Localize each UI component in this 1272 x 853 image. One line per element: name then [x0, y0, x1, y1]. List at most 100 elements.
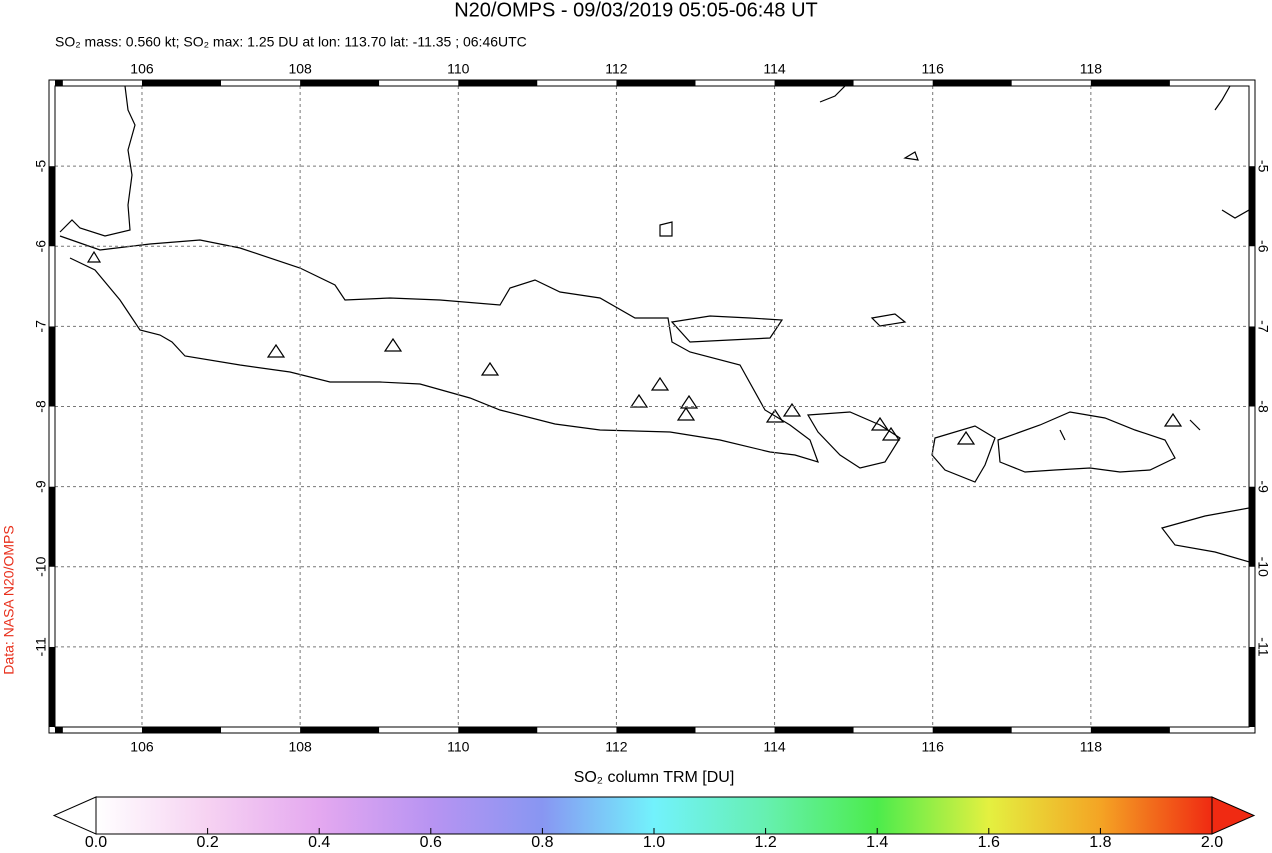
- y-tick-label: -6: [33, 240, 49, 253]
- colorbar-over: [1211, 796, 1256, 835]
- frame-bar: [1249, 406, 1255, 487]
- x-tick-label: 108: [288, 739, 312, 755]
- colorbar-tick-label: 0.6: [420, 834, 442, 851]
- x-tick-label: 112: [605, 61, 628, 77]
- y-tick-label: -8: [1255, 400, 1271, 413]
- frame-bar: [300, 727, 380, 733]
- frame-bar: [1011, 80, 1091, 86]
- colorbar-tick-label: 0.8: [531, 834, 553, 851]
- frame-bar: [300, 80, 380, 86]
- frame-bar: [62, 727, 142, 733]
- frame-bar: [1249, 326, 1255, 407]
- frame-bar: [1249, 166, 1255, 247]
- y-tick-label: -6: [1255, 240, 1271, 253]
- volcanoes: [86, 250, 1183, 445]
- x-tick-label: 118: [1080, 61, 1103, 77]
- colorbar-tick-label: 1.4: [866, 834, 888, 851]
- y-tick-label: -9: [1255, 480, 1271, 493]
- x-tick-label: 106: [130, 61, 154, 77]
- colorbar-tick-label: 0.2: [196, 834, 218, 851]
- frame-bar: [379, 727, 459, 733]
- x-tick-label: 110: [447, 61, 470, 77]
- x-tick-label: 116: [922, 739, 945, 755]
- frame-bar: [1249, 486, 1255, 567]
- y-tick-label: -9: [33, 480, 49, 493]
- map-border: [48, 79, 1256, 734]
- subtitle: SO₂ mass: 0.560 kt; SO₂ max: 1.25 DU at …: [55, 34, 527, 50]
- frame-bar: [853, 80, 933, 86]
- frame-bar: [49, 486, 55, 567]
- frame-bar: [49, 86, 55, 167]
- frame-bar: [458, 727, 538, 733]
- frame-bar: [221, 727, 301, 733]
- y-tick-label: -5: [33, 160, 49, 173]
- frame-bar: [458, 80, 538, 86]
- coastlines: [59, 86, 1249, 563]
- colorbar-tick-label: 0.0: [85, 834, 107, 851]
- y-tick-label: -8: [33, 400, 49, 413]
- frame-bar: [695, 80, 775, 86]
- coast-sumba: [1160, 507, 1249, 563]
- coast-madura: [670, 315, 784, 343]
- frame-bar: [55, 727, 63, 733]
- frame-bar: [141, 727, 222, 733]
- y-tick-label: -11: [1255, 637, 1271, 656]
- frame-bar: [1090, 80, 1170, 86]
- coast-lombok: [931, 425, 996, 483]
- map-border: [54, 85, 1250, 728]
- colorbar-tick-label: 0.4: [308, 834, 330, 851]
- frame-bar: [221, 80, 301, 86]
- frame-bar: [1169, 727, 1249, 733]
- frame-bar: [49, 406, 55, 487]
- x-tick-label: 116: [922, 61, 945, 77]
- frame-bar: [1249, 246, 1255, 327]
- coast-java: [59, 235, 819, 463]
- x-tick-label: 112: [605, 739, 628, 755]
- y-tick-label: -10: [1255, 557, 1271, 577]
- frame-bar: [62, 80, 142, 86]
- map-frame: [48, 79, 1256, 734]
- chart-title: N20/OMPS - 09/03/2019 05:05-06:48 UT: [454, 0, 818, 21]
- frame-bar: [1169, 80, 1249, 86]
- colorbar-under: [52, 796, 97, 835]
- frame-bar: [1090, 727, 1170, 733]
- frame-bar: [49, 566, 55, 647]
- frame-bar: [49, 166, 55, 247]
- colorbar-tick-label: 1.6: [978, 834, 1000, 851]
- x-tick-label: 106: [130, 739, 154, 755]
- frame-bar: [537, 727, 617, 733]
- frame-bar: [774, 80, 854, 86]
- frame-bar: [379, 80, 459, 86]
- y-tick-label: -7: [33, 320, 49, 333]
- y-tick-label: -11: [33, 637, 49, 656]
- y-tick-label: -10: [33, 556, 49, 576]
- coast-sumbawa: [997, 411, 1176, 473]
- frame-bar: [55, 80, 63, 86]
- frame-bar: [49, 246, 55, 327]
- coast-sumatra: [59, 86, 136, 237]
- frame-bar: [141, 80, 222, 86]
- colorbar-label: SO₂ column TRM [DU]: [574, 769, 735, 786]
- colorbar: [95, 796, 1213, 835]
- frame-bar: [1011, 727, 1091, 733]
- frame-bar: [1249, 646, 1255, 727]
- colorbar-tick-label: 1.8: [1089, 834, 1111, 851]
- frame-bar: [695, 727, 775, 733]
- coast-kalimantan: [819, 86, 1249, 219]
- frame-bar: [774, 727, 854, 733]
- x-tick-label: 108: [288, 61, 312, 77]
- frame-bar: [537, 80, 617, 86]
- colorbar-tick-label: 1.2: [754, 834, 776, 851]
- colorbar-tick-label: 2.0: [1201, 834, 1223, 851]
- frame-bar: [853, 727, 933, 733]
- frame-bar: [932, 727, 1012, 733]
- frame-bar: [49, 646, 55, 727]
- y-tick-label: -5: [1255, 160, 1271, 173]
- x-tick-label: 118: [1080, 739, 1103, 755]
- volcano: [86, 250, 1183, 445]
- frame-bar: [932, 80, 1012, 86]
- y-tick-label: -7: [1255, 320, 1271, 333]
- x-tick-label: 114: [763, 739, 786, 755]
- coast-islets: [659, 151, 1201, 441]
- x-tick-label: 110: [447, 739, 470, 755]
